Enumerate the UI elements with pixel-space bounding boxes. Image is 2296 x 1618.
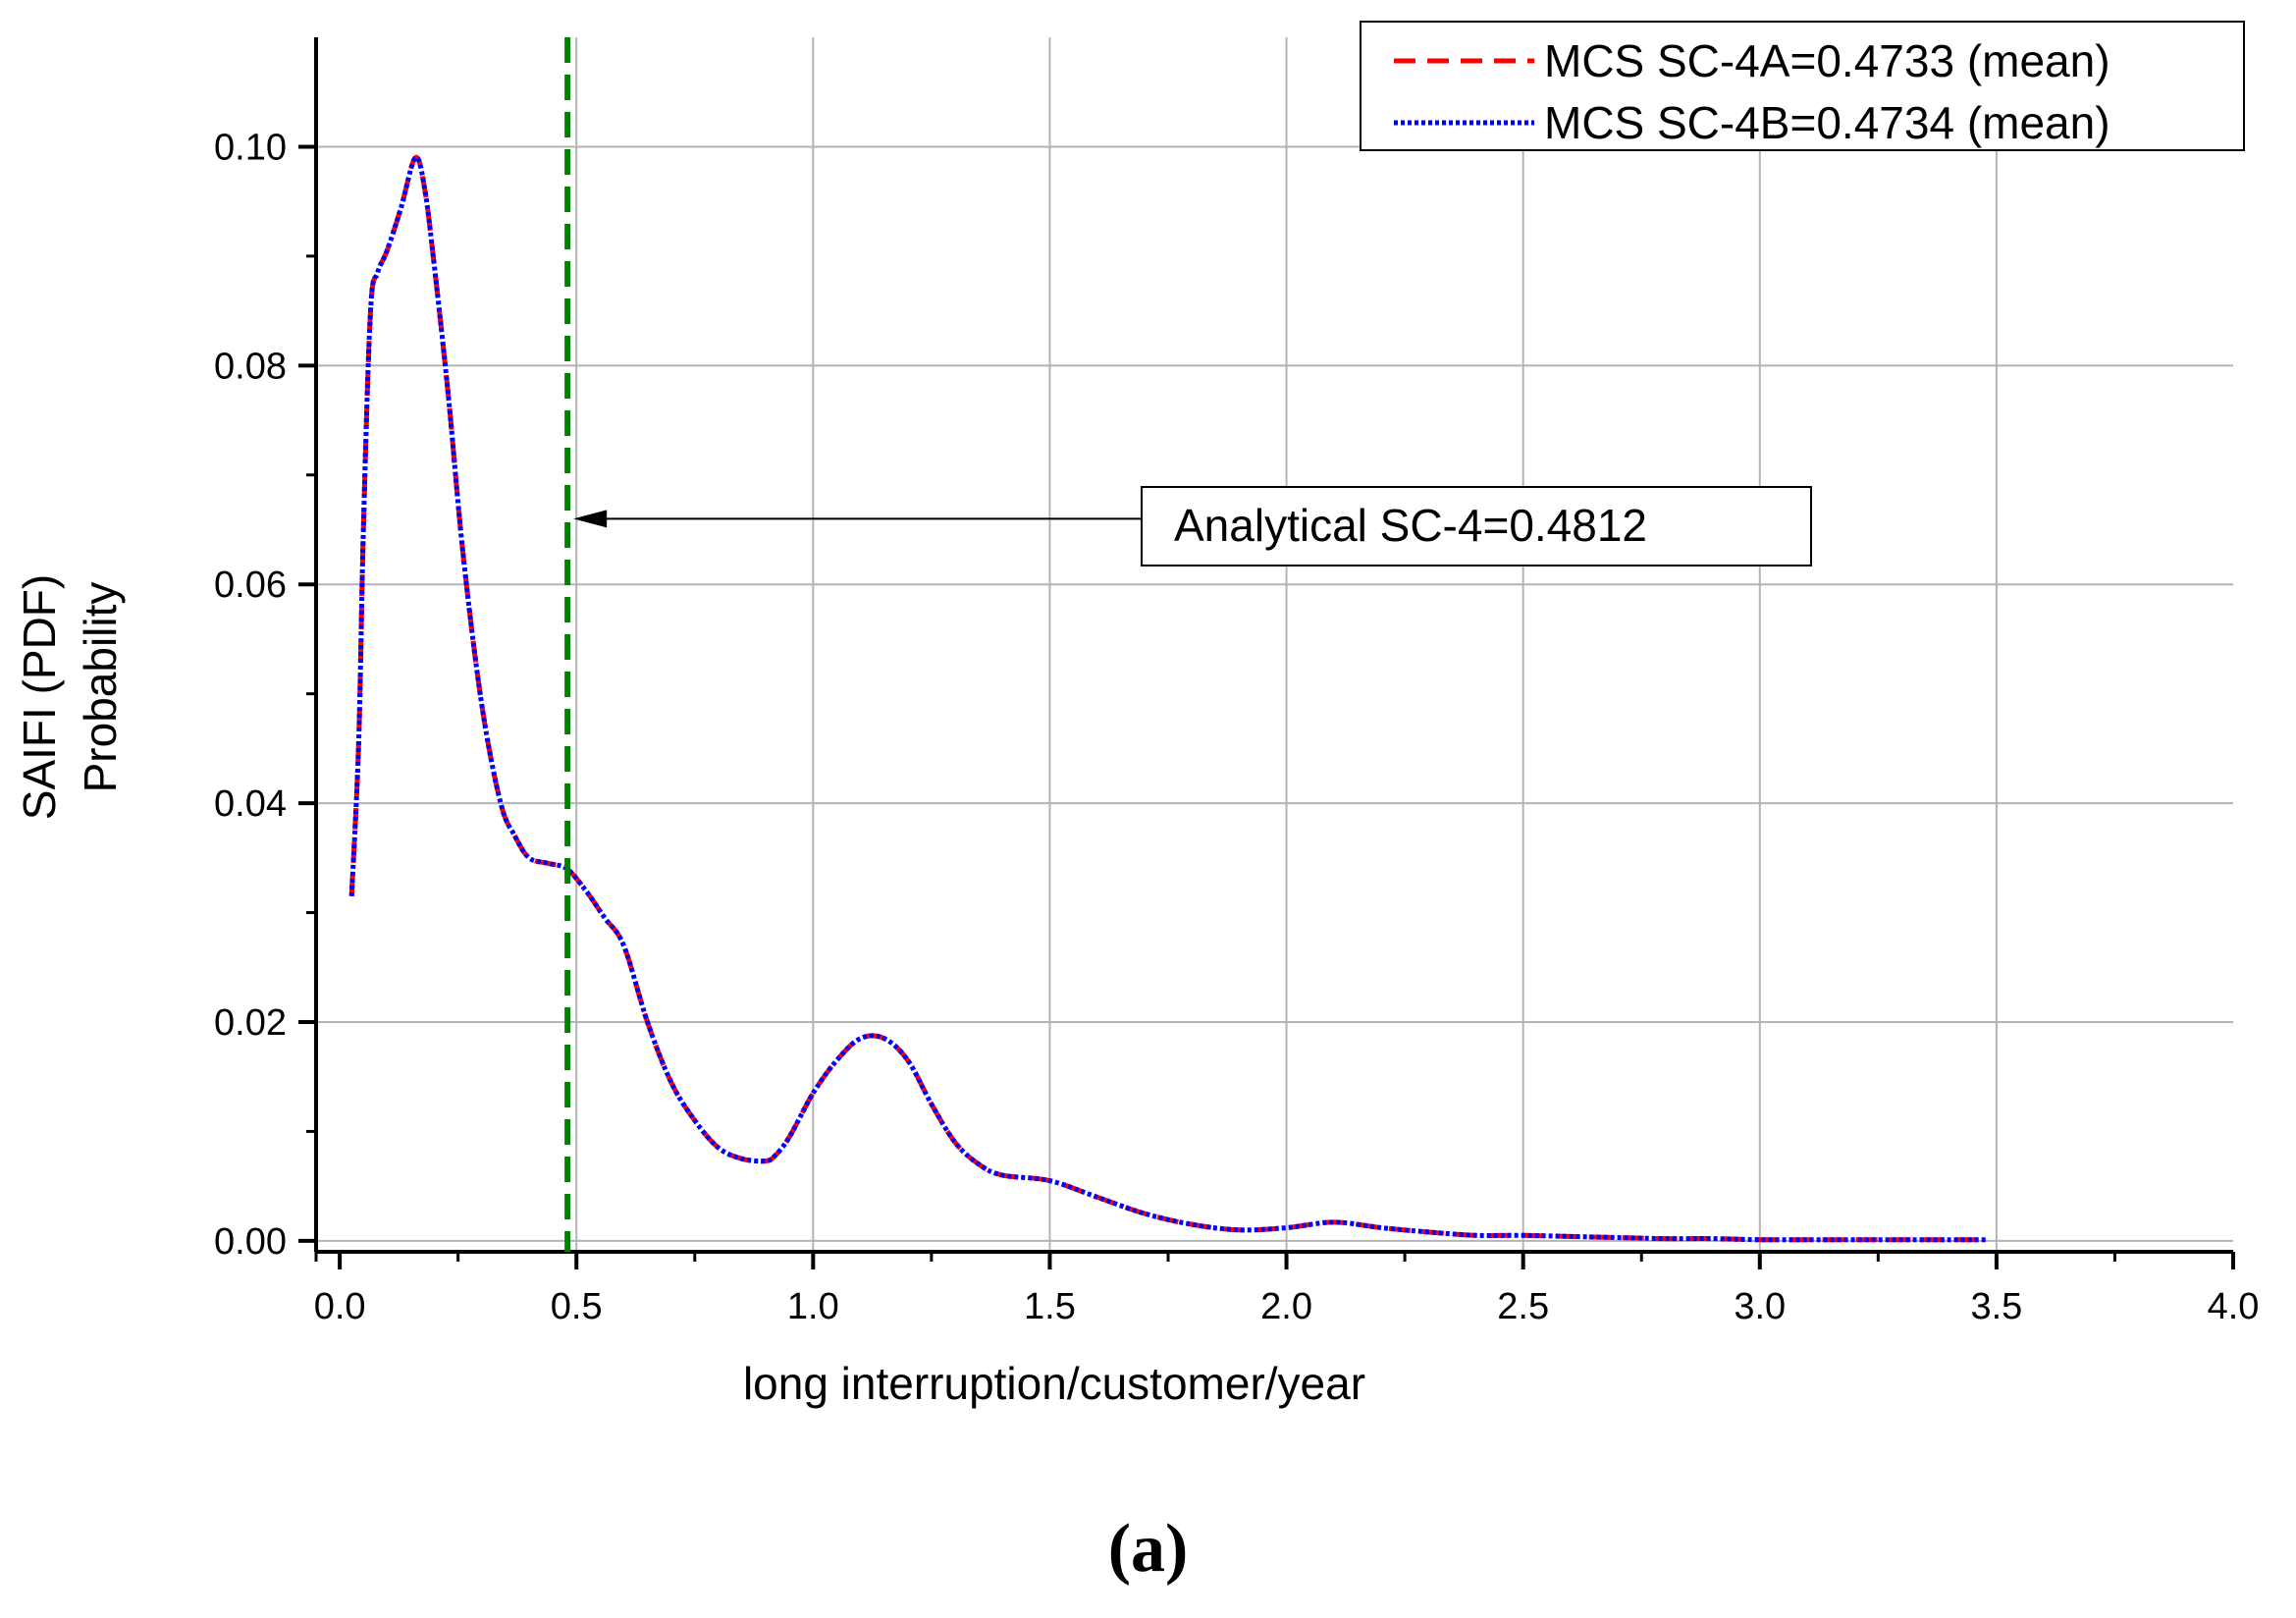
y-axis-title-line-2: Probability	[75, 582, 126, 793]
y-tick-label: 0.00	[214, 1221, 287, 1263]
x-tick-label: 3.5	[1970, 1286, 2022, 1327]
y-tick-label: 0.10	[214, 127, 287, 168]
x-tick-label: 3.0	[1734, 1286, 1786, 1327]
x-tick-label: 0.5	[551, 1286, 603, 1327]
legend: MCS SC-4A=0.4733 (mean) MCS SC-4B=0.4734…	[1360, 21, 2245, 151]
x-tick-label: 1.5	[1024, 1286, 1076, 1327]
series-line-sc-4a	[348, 154, 1988, 1243]
y-axis-title-line-1: SAIFI (PDF)	[14, 574, 65, 820]
x-tick-label: 1.0	[787, 1286, 839, 1327]
y-tick-label: 0.02	[214, 1002, 287, 1044]
series-lines	[348, 154, 1988, 1243]
y-tick-label: 0.06	[214, 565, 287, 606]
annotation: Analytical SC-4=0.4812	[573, 486, 1812, 566]
x-tick-label: 2.0	[1260, 1286, 1312, 1327]
legend-label-series-a: MCS SC-4A=0.4733 (mean)	[1544, 35, 2110, 86]
legend-label-series-b: MCS SC-4B=0.4734 (mean)	[1544, 97, 2110, 148]
x-tick-label: 0.0	[314, 1286, 366, 1327]
y-tick-label: 0.04	[214, 783, 287, 825]
series-line-sc-4b	[348, 154, 1988, 1243]
annotation-box	[1141, 486, 1812, 566]
y-tick-label: 0.08	[214, 346, 287, 387]
x-tick-label: 2.5	[1497, 1286, 1549, 1327]
ticks: 0.0 0.5 1.0 1.5 2.0 2.5 3.0 3.5 4.0 0.00 0.02 0.04 0…	[214, 127, 2259, 1327]
axes	[314, 37, 2233, 1254]
panel-label: (a)	[0, 1510, 2296, 1589]
annotation-arrowhead	[573, 510, 608, 528]
x-tick-label: 4.0	[2208, 1286, 2260, 1327]
legend-box	[1360, 21, 2245, 151]
x-axis-title: long interruption/customer/year	[743, 1358, 1365, 1409]
annotation-text: Analytical SC-4=0.4812	[1174, 500, 1647, 551]
panel-label-text: (a)	[1107, 1511, 1189, 1587]
gridlines	[316, 37, 2233, 1252]
